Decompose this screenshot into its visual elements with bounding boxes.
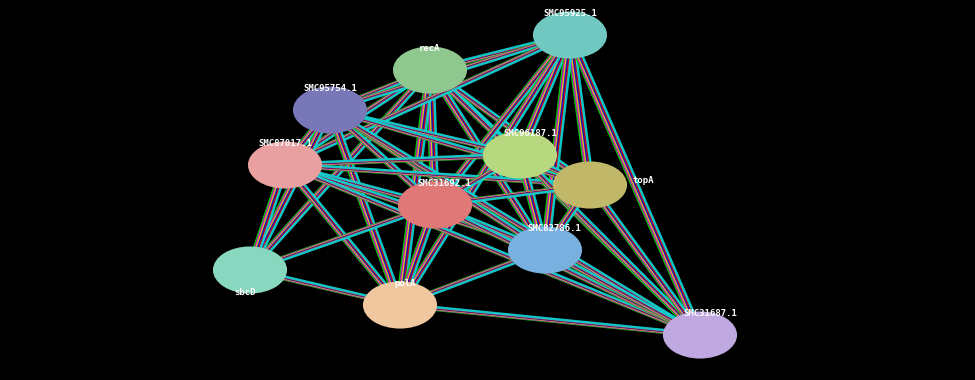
Ellipse shape <box>398 181 472 228</box>
Ellipse shape <box>663 312 737 359</box>
Text: SMC31687.1: SMC31687.1 <box>682 309 737 318</box>
Text: sbcD: sbcD <box>234 288 255 298</box>
Text: polA: polA <box>394 279 415 288</box>
Text: SMC96187.1: SMC96187.1 <box>503 129 557 138</box>
Text: recA: recA <box>419 44 441 53</box>
Text: SMC31692.1: SMC31692.1 <box>418 179 472 188</box>
Ellipse shape <box>533 11 607 59</box>
Text: SMC95754.1: SMC95754.1 <box>303 84 357 93</box>
Ellipse shape <box>508 226 582 274</box>
Text: SMC87017.1: SMC87017.1 <box>258 139 312 148</box>
Ellipse shape <box>483 131 557 179</box>
Text: SMC95925.1: SMC95925.1 <box>543 9 597 18</box>
Text: topA: topA <box>633 176 654 185</box>
Ellipse shape <box>363 282 437 329</box>
Ellipse shape <box>248 141 322 188</box>
Ellipse shape <box>393 46 467 93</box>
Ellipse shape <box>292 86 367 133</box>
Ellipse shape <box>213 247 287 294</box>
Ellipse shape <box>553 162 627 209</box>
Text: SMC82786.1: SMC82786.1 <box>527 224 582 233</box>
